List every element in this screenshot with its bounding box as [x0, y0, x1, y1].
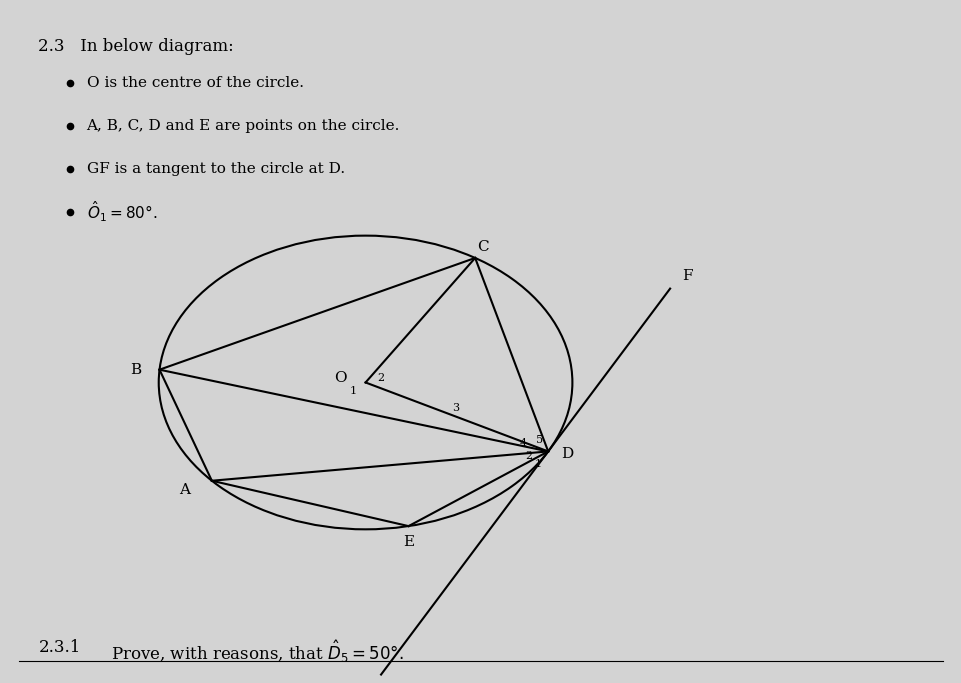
Text: 2.3.1: 2.3.1: [38, 639, 81, 656]
Text: A: A: [180, 484, 190, 497]
Text: F: F: [681, 269, 692, 283]
Text: O is the centre of the circle.: O is the centre of the circle.: [86, 76, 304, 89]
Text: C: C: [477, 240, 488, 254]
Text: E: E: [403, 535, 413, 549]
Text: 4: 4: [519, 438, 527, 448]
Text: 1: 1: [534, 460, 542, 469]
Text: 2.3   In below diagram:: 2.3 In below diagram:: [38, 38, 234, 55]
Text: A, B, C, D and E are points on the circle.: A, B, C, D and E are points on the circl…: [86, 119, 400, 133]
Text: D: D: [560, 447, 573, 461]
Text: GF is a tangent to the circle at D.: GF is a tangent to the circle at D.: [86, 162, 344, 176]
Text: B: B: [130, 363, 141, 377]
Text: $\hat{O}_1 = 80°.$: $\hat{O}_1 = 80°.$: [86, 199, 157, 224]
Text: Prove, with reasons, that $\hat{D}_5 = 50°.$: Prove, with reasons, that $\hat{D}_5 = 5…: [111, 639, 403, 665]
Text: 3: 3: [452, 403, 458, 413]
Text: 2: 2: [377, 374, 384, 383]
Text: 2: 2: [525, 451, 532, 460]
Text: 5: 5: [535, 436, 543, 445]
Text: O: O: [333, 372, 347, 385]
Text: 1: 1: [349, 387, 357, 396]
